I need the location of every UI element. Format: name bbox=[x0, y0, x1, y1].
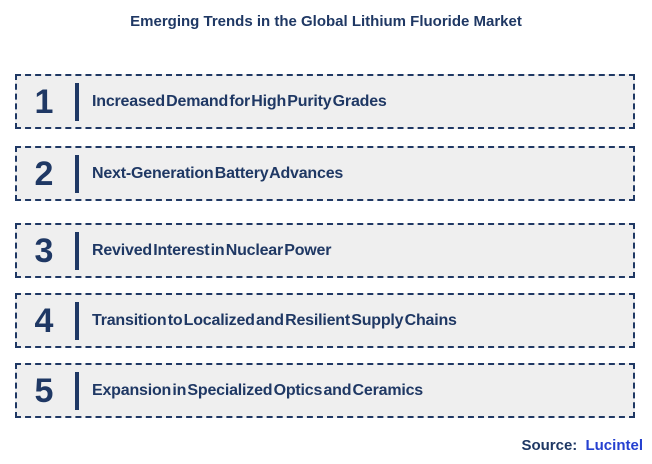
divider-bar bbox=[75, 301, 79, 340]
page-title: Emerging Trends in the Global Lithium Fl… bbox=[130, 13, 522, 30]
divider-bar bbox=[75, 154, 79, 193]
trend-number: 3 bbox=[34, 231, 54, 270]
divider-bar bbox=[75, 231, 79, 270]
trend-label: Transition to Localized and Resilient Su… bbox=[92, 311, 457, 329]
divider-bar bbox=[75, 371, 79, 410]
trend-number: 2 bbox=[34, 154, 54, 193]
trend-row-1: 1 Increased Demand for High Purity Grade… bbox=[15, 74, 635, 129]
trend-label: Increased Demand for High Purity Grades bbox=[92, 92, 387, 110]
divider-bar bbox=[75, 82, 79, 121]
trend-number: 4 bbox=[34, 301, 54, 340]
source-label: Source: bbox=[521, 437, 578, 454]
trend-row-3: 3 Revived Interest in Nuclear Power bbox=[15, 223, 635, 278]
trend-row-4: 4 Transition to Localized and Resilient … bbox=[15, 293, 635, 348]
trend-row-2: 2 Next-Generation Battery Advances bbox=[15, 146, 635, 201]
trend-number: 1 bbox=[34, 82, 54, 121]
trend-row-5: 5 Expansion in Specialized Optics and Ce… bbox=[15, 363, 635, 418]
source-link[interactable]: Lucintel bbox=[585, 437, 643, 454]
trend-number: 5 bbox=[34, 371, 54, 410]
source-line: Source: Lucintel bbox=[521, 437, 643, 454]
trend-label: Expansion in Specialized Optics and Cera… bbox=[92, 381, 423, 399]
trend-label: Next-Generation Battery Advances bbox=[92, 164, 344, 182]
trend-label: Revived Interest in Nuclear Power bbox=[92, 241, 332, 259]
